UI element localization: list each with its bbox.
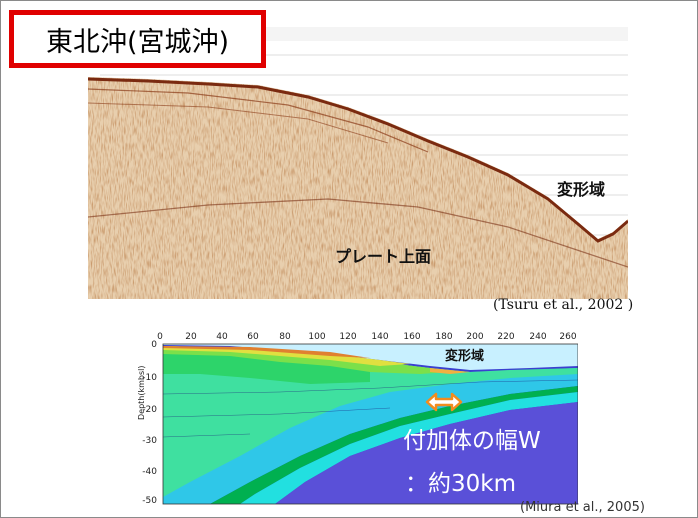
- x-tick-240: 240: [529, 332, 546, 342]
- accretionary-width-label: 付加体の幅W: [403, 428, 541, 454]
- plate-top-label: プレート上面: [335, 247, 432, 266]
- deformation-zone-label-seismic: 変形域: [557, 180, 606, 199]
- width-arrow-icon: [425, 392, 463, 412]
- x-tick-220: 220: [497, 332, 514, 342]
- x-tick-60: 60: [247, 332, 259, 342]
- y-tick-10: -10: [142, 373, 157, 383]
- citation-tsuru: (Tsuru et al., 2002 ): [493, 297, 634, 313]
- x-tick-200: 200: [466, 332, 483, 342]
- y-tick-30: -30: [142, 436, 157, 446]
- depth-axis-label: Depth(kmbsl): [137, 365, 146, 420]
- x-tick-120: 120: [339, 332, 356, 342]
- subduction-model-section: 0 20 40 60 80 100 120 140 160 180 200 22…: [130, 322, 578, 512]
- x-tick-20: 20: [185, 332, 197, 342]
- x-tick-40: 40: [216, 332, 228, 342]
- y-tick-40: -40: [142, 467, 157, 477]
- x-tick-140: 140: [371, 332, 388, 342]
- deformation-zone-label-model: 変形域: [445, 349, 485, 364]
- x-tick-100: 100: [308, 332, 325, 342]
- y-tick-20: -20: [142, 405, 157, 415]
- page-title: 東北沖(宮城沖): [45, 26, 230, 58]
- x-tick-180: 180: [435, 332, 452, 342]
- x-tick-160: 160: [403, 332, 420, 342]
- seismic-section-image: [88, 27, 628, 299]
- accretionary-width-value: ：約30km: [405, 471, 516, 497]
- x-tick-0: 0: [157, 332, 163, 342]
- x-tick-80: 80: [279, 332, 291, 342]
- title-box: 東北沖(宮城沖): [9, 10, 266, 68]
- y-tick-50: -50: [142, 496, 157, 506]
- citation-miura: (Miura et al., 2005): [520, 500, 645, 515]
- x-tick-260: 260: [559, 332, 576, 342]
- y-tick-0: 0: [151, 340, 157, 350]
